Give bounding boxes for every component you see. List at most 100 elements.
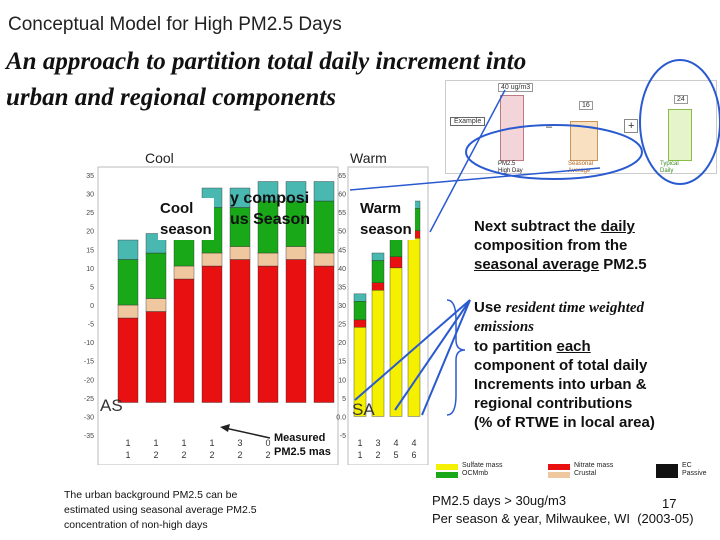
measured-arrowhead [220,424,230,432]
x-label-bottom: 1 [357,450,362,460]
legend-ec-label: EC Passive [682,462,707,478]
x-label-top: 1 [209,438,214,448]
subtitle-line-1: An approach to partition total daily inc… [6,48,527,75]
inset-box-high-day: PM2.5 High Day [498,161,523,175]
legend: Sulfate mass OCMmb Nitrate mass Crustal … [430,458,716,482]
inset-box2-l2: Average [568,168,591,174]
legend-crustal-swatch [548,472,570,478]
inset-value-16: 16 [579,101,593,110]
y-tick-label: 25 [338,322,346,329]
arrow-line-5 [421,299,471,416]
y-tick-label: -20 [84,377,94,384]
partition-line3: Increments into urban & [474,376,647,393]
left-bars [117,181,335,403]
inset-example: Example [450,117,486,126]
right-y-ticks: 65 60 55 50 45 40 35 30 25 20 15 10 5 0.0 -5 [336,173,346,440]
bar-segment-ec [229,187,251,208]
slide-subtitle: An approach to partition total daily inc… [6,44,646,116]
use-word: Use [474,299,506,316]
rtwe-line2: emissions [474,319,535,335]
warm-season-line1: Warm [360,200,402,217]
x-label-top: 4 [393,438,398,448]
ellipse-seasonal [465,124,643,180]
x-label-bottom: 2 [265,450,270,460]
bottom-note-line2: estimated using seasonal average PM2.5 [64,504,257,516]
y-tick-label: 40 [338,266,346,273]
inset-plus: + [624,119,639,133]
legend-nitrate-l2: Crustal [574,470,597,477]
y-tick-label: 5 [342,396,346,403]
inset-box-seasonal: Seasonal Average [568,161,593,175]
legend-ec-l2: Passive [682,470,707,477]
subtract-seasonal: seasonal average [474,256,600,273]
cool-season-line1: Cool [160,200,194,217]
y-tick-label: 30 [86,192,94,199]
bar-segment-ec [285,181,307,202]
right-x-labels: 1 1 3 2 4 5 4 6 [357,438,416,460]
x-label-top: 1 [181,438,186,448]
right-bars [353,200,421,417]
measured-arrow [224,427,271,439]
y-tick-label: -5 [340,433,346,440]
overlap-line1: y composi [230,190,310,207]
y-tick-label: 20 [338,340,346,347]
measured-label: Measured PM2.5 mas [274,431,331,459]
warm-season-line2: season [360,221,412,238]
y-tick-label: -5 [88,322,94,329]
inset-box2-l1: Seasonal [568,161,594,167]
bar-segment-ec [353,293,367,302]
x-label-bottom: 5 [393,450,398,460]
cool-season-label: Cool season [158,198,214,240]
inset-box3-l2: Daily [660,168,674,174]
partition-line5: (% of RTWE in local area) [474,414,655,431]
x-label-bottom: 1 [125,450,130,460]
partition-part1: to partition [474,338,557,355]
x-label-top: 1 [125,438,130,448]
legend-ec-swatch [656,464,678,478]
x-label-top: 1 [153,438,158,448]
x-label-top: 0 [265,438,270,448]
y-tick-label: -30 [84,414,94,421]
y-tick-label: 10 [338,377,346,384]
bottom-note: The urban background PM2.5 can be estima… [64,488,304,533]
y-tick-label: 20 [86,229,94,236]
legend-sulfate-l1: Sulfate mass [462,462,503,469]
overlap-line2: us Season [230,211,311,228]
inset-box1-l2: High Day [498,168,523,174]
y-tick-label: 5 [90,284,94,291]
bar-segment-ec [117,239,139,260]
cool-season-line2: season [160,221,212,238]
y-tick-label: 10 [86,266,94,273]
y-tick-label: 25 [86,210,94,217]
bottom-note-line3: concentration of non-high days [64,519,208,531]
y-tick-label: 35 [86,173,94,180]
y-tick-label: -15 [84,359,94,366]
x-label-bottom: 2 [209,450,214,460]
partition-line2: component of total daily [474,357,648,374]
measured-line2: PM2.5 mas [274,446,331,458]
inset-value-24: 24 [674,95,688,104]
inset-box-increment: Typical Daily [660,161,679,175]
y-tick-label: 0 [90,303,94,310]
measured-line1: Measured [274,432,326,444]
x-label-bottom: 2 [237,450,242,460]
y-tick-label: 15 [338,359,346,366]
y-tick-label: -25 [84,396,94,403]
x-label-bottom: 2 [153,450,158,460]
legend-sulfate-l2: OCMmb [462,470,489,477]
subtract-part3: PM2.5 [599,256,647,273]
subtract-part1: Next subtract the [474,218,601,235]
x-label-top: 3 [375,438,380,448]
rtwe-line1: resident time weighted [505,300,645,316]
legend-nitrate-l1: Nitrate mass [574,462,614,469]
subtitle-line-2: urban and regional components [6,84,336,111]
footer-line2: Per season & year, Milwaukee, WI (2003-0… [432,511,694,526]
arrow-line-1 [429,89,506,233]
left-y-ticks: 35 30 25 20 15 10 5 0 -5 -10 -15 -20 -25 -30 -35 [84,173,94,440]
legend-sulfate-swatch [436,464,458,470]
slide-title: Conceptual Model for High PM2.5 Days [8,14,342,35]
x-label-bottom: 6 [411,450,416,460]
x-label-bottom: 2 [375,450,380,460]
